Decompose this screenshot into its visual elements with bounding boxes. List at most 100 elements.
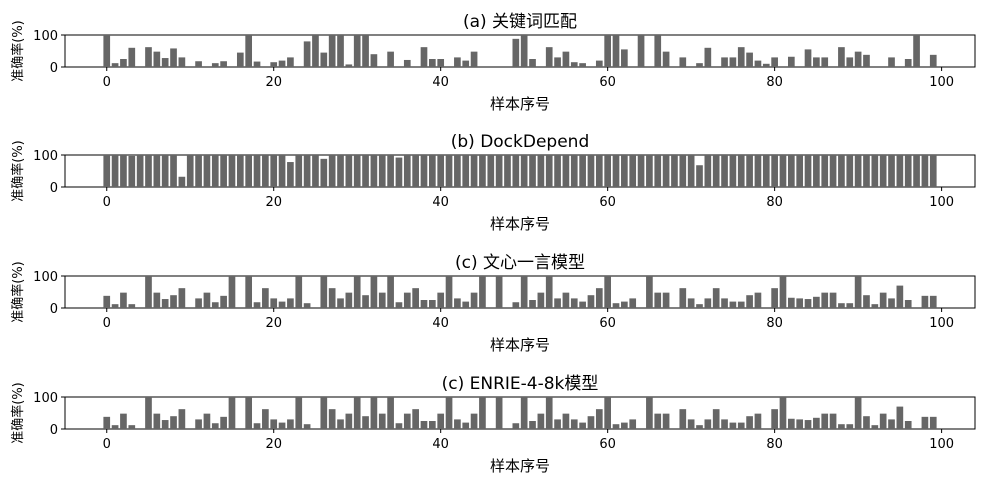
bar <box>612 303 620 308</box>
axis-ticks: 0 20 40 60 80 100 0 100 <box>33 391 954 452</box>
bar <box>721 155 728 187</box>
bar <box>170 416 177 429</box>
bar <box>545 155 553 187</box>
bar <box>395 423 403 429</box>
y-axis-label: 准确率(%) <box>10 261 26 323</box>
bar <box>879 413 887 429</box>
y-axis-label: 准确率(%) <box>10 20 26 82</box>
bar <box>529 155 536 187</box>
bar <box>437 59 445 67</box>
bar <box>111 425 119 429</box>
bar <box>211 423 219 429</box>
bar <box>203 413 211 429</box>
x-tick-label: 60 <box>599 316 616 331</box>
bar <box>712 288 720 308</box>
bar <box>746 295 753 308</box>
bar <box>637 155 645 187</box>
bar <box>854 397 862 429</box>
bar <box>804 420 812 429</box>
bar <box>420 155 428 187</box>
bar <box>195 419 202 429</box>
bar <box>704 47 712 67</box>
bar <box>378 155 386 187</box>
bar <box>662 155 670 187</box>
bar <box>570 62 578 67</box>
bar <box>746 155 753 187</box>
bar <box>696 63 703 67</box>
bar <box>278 60 286 67</box>
bar <box>320 276 328 308</box>
bar <box>787 56 795 67</box>
bar <box>120 59 127 67</box>
bar <box>320 158 328 187</box>
bar <box>136 155 144 187</box>
bar <box>211 155 219 187</box>
bar <box>178 176 186 187</box>
bar <box>262 155 269 187</box>
bar <box>929 295 937 308</box>
bar <box>863 295 870 308</box>
x-tick-label: 100 <box>929 75 954 90</box>
x-tick-label: 40 <box>432 316 449 331</box>
bar <box>846 57 854 67</box>
bar <box>554 298 561 308</box>
bar <box>178 57 186 67</box>
bar <box>863 54 870 67</box>
bar <box>621 49 628 67</box>
bar <box>220 416 227 429</box>
bar <box>913 155 920 187</box>
bar <box>145 47 152 67</box>
bar <box>621 155 628 187</box>
bar <box>612 155 620 187</box>
bar <box>537 413 545 429</box>
bar <box>412 409 419 429</box>
bar <box>236 155 244 187</box>
y-tick-label: 0 <box>50 61 58 76</box>
bar <box>579 301 586 308</box>
bar <box>245 35 253 67</box>
bar <box>111 155 119 187</box>
bar <box>704 419 712 429</box>
bar <box>378 292 386 308</box>
bar <box>871 155 879 187</box>
bar <box>654 413 662 429</box>
bar <box>278 422 286 429</box>
bar <box>854 276 862 308</box>
bar <box>245 397 253 429</box>
bar <box>412 288 419 308</box>
bar <box>220 155 227 187</box>
bar <box>545 397 553 429</box>
bar <box>821 57 829 67</box>
y-tick-label: 100 <box>33 29 58 44</box>
x-tick-label: 60 <box>599 437 616 452</box>
bar <box>796 298 804 308</box>
bar <box>454 57 461 67</box>
y-tick-label: 0 <box>50 181 58 196</box>
bar <box>729 301 737 308</box>
y-tick-label: 100 <box>33 149 58 164</box>
bar <box>495 155 503 187</box>
x-tick-label: 40 <box>432 75 449 90</box>
bar <box>554 57 561 67</box>
bar <box>545 276 553 308</box>
bar <box>295 397 303 429</box>
bar <box>479 276 486 308</box>
subplot-a: (a) 关键词匹配 准确率(%) 样本序号 0 20 40 60 80 100 0 100 <box>10 12 976 113</box>
bar <box>813 57 820 67</box>
bar <box>754 60 762 67</box>
bar <box>353 35 361 67</box>
bar <box>729 57 737 67</box>
bar <box>303 303 311 308</box>
bar <box>479 155 486 187</box>
bar <box>737 155 745 187</box>
bar <box>863 155 870 187</box>
bar <box>220 61 227 67</box>
bar <box>554 155 561 187</box>
bar <box>821 413 829 429</box>
bar <box>662 51 670 67</box>
bar <box>437 155 445 187</box>
bar <box>570 155 578 187</box>
bar <box>253 155 261 187</box>
bar <box>220 295 227 308</box>
